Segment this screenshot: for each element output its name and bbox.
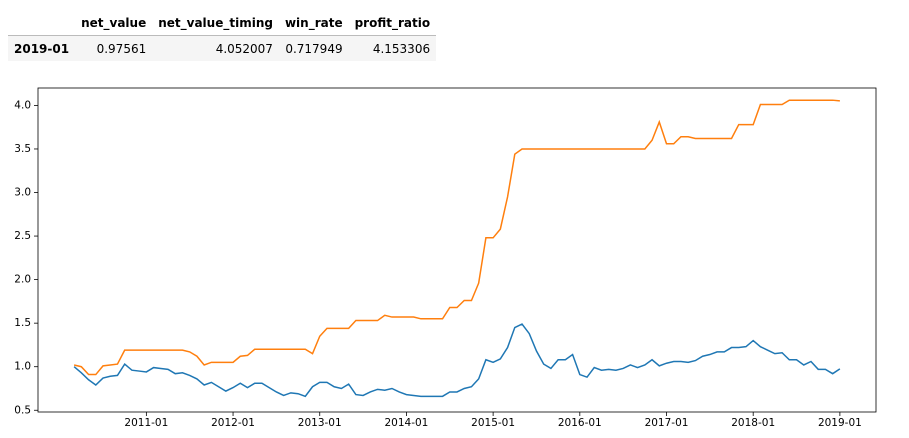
- y-tick-label: 3.5: [14, 143, 31, 155]
- y-tick-label: 0.5: [14, 404, 31, 416]
- x-tick-label: 2011-01: [124, 417, 168, 429]
- row-index: 2019-01: [14, 41, 70, 56]
- x-tick-label: 2017-01: [645, 417, 689, 429]
- dataframe-table: net_value net_value_timing win_rate profit_…: [8, 10, 437, 61]
- table-row: 2019-01 0.97561 4.052007 0.717949 4.153306: [8, 35, 437, 61]
- x-tick-label: 2016-01: [558, 417, 602, 429]
- x-tick-label: 2015-01: [471, 417, 515, 429]
- data-line: [73, 99, 840, 376]
- x-tick-label: 2018-01: [731, 417, 775, 429]
- table-body: 2019-01 0.97561 4.052007 0.717949 4.153306: [8, 35, 437, 61]
- y-tick-label: 3.0: [14, 187, 31, 199]
- y-tick-label: 2.5: [14, 230, 31, 242]
- y-tick-label: 1.5: [14, 317, 31, 329]
- column-header: net_value_timing: [152, 10, 279, 36]
- header-row: net_value net_value_timing win_rate profit_…: [8, 10, 437, 36]
- table-cell: 4.052007: [215, 41, 273, 56]
- y-tick-label: 2.0: [14, 274, 31, 286]
- x-tick-label: 2019-01: [818, 417, 862, 429]
- y-tick-label: 1.0: [14, 361, 31, 373]
- axes-frame: [37, 87, 877, 413]
- y-tick-label: 4.0: [14, 99, 31, 111]
- column-header: win_rate: [278, 10, 349, 36]
- data-line: [73, 323, 841, 398]
- table-cell: 0.717949: [285, 41, 343, 56]
- index-header: [8, 10, 76, 36]
- column-header: net_value: [75, 10, 153, 36]
- x-tick-label: 2013-01: [298, 417, 342, 429]
- table-cell: 4.153306: [372, 41, 431, 56]
- table-cell: 0.97561: [96, 41, 147, 56]
- x-tick-label: 2014-01: [384, 417, 428, 429]
- x-tick-label: 2012-01: [211, 417, 255, 429]
- column-header: profit_ratio: [348, 10, 437, 36]
